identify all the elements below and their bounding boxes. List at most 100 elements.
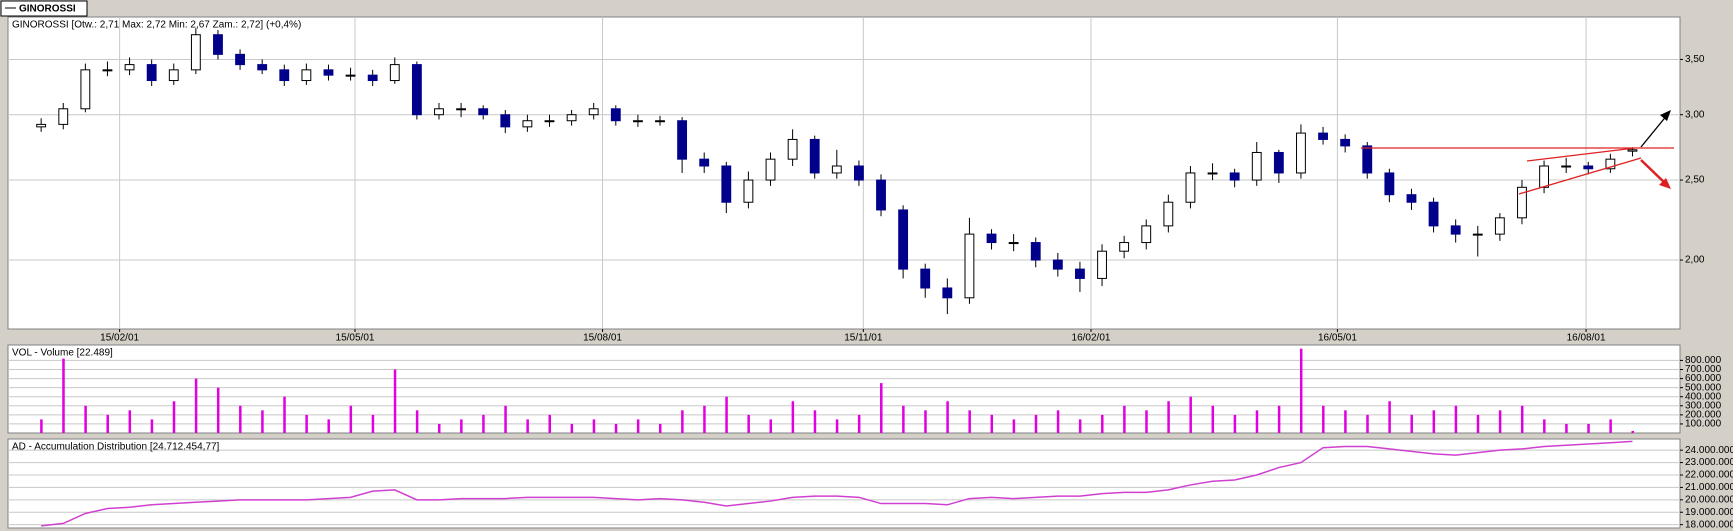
volume-bar xyxy=(1277,405,1281,433)
volume-bar xyxy=(813,410,817,433)
ad-line xyxy=(41,440,1633,527)
candle-body xyxy=(36,123,47,128)
annotations xyxy=(1361,110,1674,195)
volume-panel xyxy=(7,344,1681,434)
volume-bar xyxy=(835,419,839,433)
y-tick-label: 3,50 xyxy=(1685,54,1705,65)
volume-bar xyxy=(1211,405,1215,433)
candle-body xyxy=(323,69,334,76)
volume-bar xyxy=(1565,423,1568,433)
candle-body xyxy=(1008,242,1019,245)
candle-body xyxy=(1185,172,1196,203)
candle-body xyxy=(544,120,555,123)
volume-bar xyxy=(614,423,618,433)
volume-bar xyxy=(1233,414,1237,433)
candle-body xyxy=(522,120,533,128)
candle-body xyxy=(434,108,444,116)
candle-body xyxy=(1273,151,1284,174)
panel-legend: AD - Accumulation Distribution [24.712.4… xyxy=(12,442,220,453)
candle-body xyxy=(301,69,312,82)
candle-body xyxy=(257,64,268,71)
volume-bar xyxy=(460,419,463,433)
volume-bar xyxy=(681,410,684,433)
y-tick-label: 20.000.000 xyxy=(1685,494,1733,505)
volume-bar xyxy=(990,414,994,433)
volume-bar xyxy=(106,414,109,433)
candle-body xyxy=(1539,165,1549,188)
down-arrowhead xyxy=(1659,178,1671,189)
y-tick-label: 2,50 xyxy=(1685,175,1705,186)
up-arrow xyxy=(1640,113,1669,148)
y-tick-label: 24.000.000 xyxy=(1685,445,1733,456)
y-tick-label: 100.000 xyxy=(1685,419,1722,430)
candle-body xyxy=(1052,259,1063,270)
candle-body xyxy=(831,165,842,174)
y-tick-label: 200.000 xyxy=(1685,409,1722,420)
y-tick-label: 400.000 xyxy=(1685,391,1722,402)
volume-bar xyxy=(769,419,773,433)
y-tick-label: 500.000 xyxy=(1685,382,1722,393)
volume-bar xyxy=(1012,419,1016,433)
candle-body xyxy=(721,165,732,203)
volume-bar xyxy=(592,419,596,433)
volume-bar xyxy=(84,405,87,433)
candle-body xyxy=(168,69,179,82)
candle-body xyxy=(1450,225,1461,235)
volume-bar xyxy=(1255,410,1259,433)
candle-body xyxy=(500,114,511,128)
candle-body xyxy=(1494,217,1505,235)
panel-legend: GINOROSSI [Otw.: 2,71 Max: 2,72 Min: 2,6… xyxy=(12,20,301,31)
x-tick-label: 15/05/01 xyxy=(336,333,375,344)
y-tick-label: 600.000 xyxy=(1685,373,1722,384)
volume-bar xyxy=(283,396,286,433)
volume-bar xyxy=(415,410,419,433)
volume-bar xyxy=(1587,423,1590,433)
volume-bar xyxy=(570,423,574,433)
candle-body xyxy=(124,64,135,71)
volume-bar xyxy=(548,414,551,433)
volume-bar xyxy=(1520,405,1524,433)
candle-body xyxy=(699,158,710,167)
candle-body xyxy=(1340,138,1351,147)
candle-body xyxy=(1517,186,1527,219)
volume-bar xyxy=(747,414,750,433)
volume-bar xyxy=(482,414,485,433)
volume-bar xyxy=(172,401,176,433)
volume-bar xyxy=(703,405,706,433)
volume-bar xyxy=(1167,401,1170,433)
y-tick-label: 300.000 xyxy=(1685,400,1722,411)
candle-body xyxy=(942,287,953,299)
candle-body xyxy=(345,74,356,77)
volume-bar xyxy=(1034,414,1038,433)
candle-body xyxy=(1627,149,1638,152)
x-tick-label: 16/08/01 xyxy=(1567,333,1606,344)
volume-bar xyxy=(880,383,883,433)
candle-body xyxy=(1428,201,1439,227)
candle-body xyxy=(876,179,886,211)
candle-body xyxy=(677,120,688,160)
y-tick-label: 3,00 xyxy=(1685,109,1705,120)
candle-body xyxy=(632,120,643,123)
volume-bar xyxy=(1078,419,1082,433)
candle-body xyxy=(655,120,665,123)
x-tick-label: 15/08/01 xyxy=(583,333,622,344)
wedge-lower xyxy=(1518,157,1642,195)
volume-bar xyxy=(327,419,330,433)
candle-body xyxy=(765,158,776,181)
volume-bar xyxy=(1454,405,1458,433)
y-tick-label: 18.000.000 xyxy=(1685,519,1733,530)
volume-bar xyxy=(194,378,198,433)
candle-body xyxy=(1583,165,1594,170)
volume-bar xyxy=(1322,405,1325,433)
candle-body xyxy=(809,138,820,174)
symbol-tab[interactable] xyxy=(0,0,88,17)
candle-body xyxy=(743,179,754,203)
candle-body xyxy=(1406,194,1417,203)
volume-bar xyxy=(857,414,861,433)
volume-bar xyxy=(1299,348,1303,433)
volume-bar xyxy=(659,423,662,433)
panel-legend: VOL - Volume [22.489] xyxy=(12,348,113,359)
candle-body xyxy=(58,108,69,125)
candle-body xyxy=(1075,268,1085,279)
